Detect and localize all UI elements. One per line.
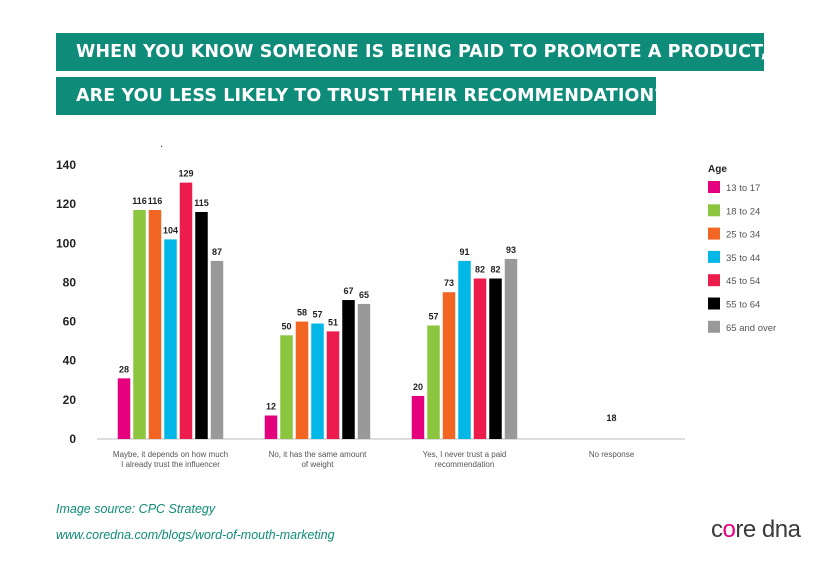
bar <box>133 210 146 439</box>
title-line-1: WHEN YOU KNOW SOMEONE IS BEING PAID TO P… <box>56 33 767 71</box>
bar <box>489 278 502 439</box>
x-tick-label: I already trust the influencer <box>121 460 220 469</box>
y-tick-label: 60 <box>63 315 77 329</box>
y-tick-label: 120 <box>56 197 76 211</box>
bar <box>195 211 208 439</box>
legend-swatch <box>708 297 720 310</box>
coredna-logo: core dna <box>711 516 801 543</box>
bar <box>210 260 224 439</box>
data-label: 104 <box>163 225 178 235</box>
legend-title: Age <box>708 164 727 175</box>
legend-label: 45 to 54 <box>726 276 760 287</box>
data-label: 65 <box>359 290 369 300</box>
data-label: 58 <box>297 308 307 318</box>
data-label: 116 <box>148 196 163 206</box>
bar <box>342 300 355 439</box>
bar <box>427 325 440 439</box>
legend-label: 13 to 17 <box>726 183 760 194</box>
y-tick-label: 0 <box>69 432 76 446</box>
bar <box>458 260 471 439</box>
legend-swatch <box>708 181 720 193</box>
data-label: 115 <box>194 198 209 208</box>
bar <box>164 239 177 439</box>
legend-label: 35 to 44 <box>726 253 760 264</box>
bar <box>311 323 324 439</box>
bar <box>442 292 456 439</box>
data-label: 50 <box>281 321 291 331</box>
data-label: 12 <box>266 402 276 412</box>
bar <box>179 182 193 439</box>
data-label: 87 <box>212 247 222 257</box>
x-tick-label: Yes, I never trust a paid <box>423 450 507 459</box>
y-tick-label: 80 <box>63 275 77 289</box>
decorative-dot: . <box>160 138 163 150</box>
data-label: 73 <box>444 278 454 288</box>
data-label: 82 <box>490 265 500 275</box>
bar <box>411 395 425 439</box>
y-tick-label: 40 <box>63 354 77 368</box>
bar <box>280 335 293 439</box>
x-tick-label: Maybe, it depends on how much <box>113 450 228 459</box>
title-line-2: ARE YOU LESS LIKELY TO TRUST THEIR RECOM… <box>56 77 664 115</box>
y-tick-label: 100 <box>56 236 76 250</box>
data-label: 116 <box>132 196 147 206</box>
data-label: 57 <box>312 310 322 320</box>
no-response-value: 18 <box>606 413 616 423</box>
x-tick-label: of weight <box>301 460 334 469</box>
legend-swatch <box>708 320 720 333</box>
legend-swatch <box>708 204 720 217</box>
data-label: 28 <box>119 364 129 374</box>
bar <box>117 378 131 439</box>
legend-label: 25 to 34 <box>726 230 760 241</box>
bar <box>357 303 371 439</box>
x-tick-label: No, it has the same amount <box>269 450 368 459</box>
x-tick-label: No response <box>589 450 635 459</box>
legend-label: 65 and over <box>726 323 776 334</box>
y-tick-label: 140 <box>56 158 76 172</box>
data-label: 82 <box>475 265 485 275</box>
data-label: 93 <box>506 245 516 255</box>
data-label: 51 <box>328 317 338 327</box>
image-source-caption: Image source: CPC Strategy <box>56 502 216 516</box>
x-tick-label: recommendation <box>435 460 495 469</box>
data-label: 129 <box>178 169 193 179</box>
legend-label: 18 to 24 <box>726 206 760 217</box>
bar <box>326 331 340 439</box>
bar <box>264 415 278 439</box>
data-label: 67 <box>343 286 353 296</box>
bar <box>148 210 162 439</box>
legend-swatch <box>708 250 720 263</box>
data-label: 20 <box>413 382 423 392</box>
source-url[interactable]: www.coredna.com/blogs/word-of-mouth-mark… <box>56 528 335 542</box>
legend-swatch <box>708 274 720 287</box>
data-label: 57 <box>428 311 438 321</box>
data-label: 91 <box>459 247 469 257</box>
legend-label: 55 to 64 <box>726 300 760 311</box>
legend-swatch <box>708 227 720 240</box>
bar <box>473 278 487 439</box>
bar <box>504 258 518 439</box>
y-tick-label: 20 <box>63 393 77 407</box>
bar <box>295 321 309 439</box>
